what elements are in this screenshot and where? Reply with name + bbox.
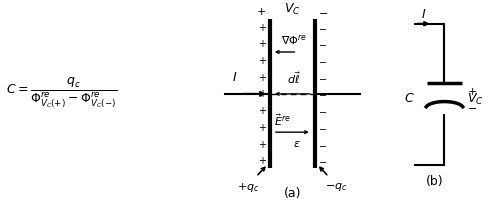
Text: $I$: $I$ <box>421 8 426 21</box>
Text: $V_C$: $V_C$ <box>468 91 484 106</box>
Text: $\nabla\Phi^{re}$: $\nabla\Phi^{re}$ <box>282 33 308 47</box>
Text: $-q_c$: $-q_c$ <box>326 181 348 192</box>
Text: $-$: $-$ <box>318 72 328 82</box>
Text: $C = \dfrac{q_c}{\Phi^{re}_{V_C(+)}-\Phi^{re}_{V_C(-)}}$: $C = \dfrac{q_c}{\Phi^{re}_{V_C(+)}-\Phi… <box>6 76 117 109</box>
Text: +: + <box>258 39 266 49</box>
Text: +: + <box>258 156 266 166</box>
Text: $C$: $C$ <box>404 92 414 105</box>
Text: $I$: $I$ <box>232 71 237 84</box>
Text: $-$: $-$ <box>318 7 328 17</box>
Text: +: + <box>258 22 266 32</box>
Text: +: + <box>258 89 266 99</box>
Text: $V_C$: $V_C$ <box>284 2 300 17</box>
Text: $-$: $-$ <box>318 122 328 132</box>
Text: +: + <box>258 122 266 132</box>
Text: (a): (a) <box>284 186 301 199</box>
Text: $-$: $-$ <box>468 102 477 112</box>
Text: $-$: $-$ <box>318 89 328 99</box>
Text: +: + <box>258 72 266 82</box>
Text: +: + <box>258 139 266 149</box>
Text: +: + <box>468 86 477 96</box>
Text: $-$: $-$ <box>318 156 328 166</box>
Text: $\varepsilon$: $\varepsilon$ <box>292 138 300 148</box>
Text: $-$: $-$ <box>318 139 328 149</box>
Text: +: + <box>258 7 266 17</box>
Text: +: + <box>258 56 266 66</box>
Text: $-$: $-$ <box>318 39 328 49</box>
Text: +: + <box>258 106 266 116</box>
Text: $d\vec{\ell}$: $d\vec{\ell}$ <box>288 70 302 86</box>
Text: $-$: $-$ <box>318 22 328 32</box>
Text: $\vec{E}^{re}$: $\vec{E}^{re}$ <box>274 112 290 128</box>
Text: $+q_c$: $+q_c$ <box>236 181 260 193</box>
Text: $-$: $-$ <box>318 106 328 116</box>
Text: (b): (b) <box>426 174 444 187</box>
Text: $-$: $-$ <box>318 56 328 66</box>
